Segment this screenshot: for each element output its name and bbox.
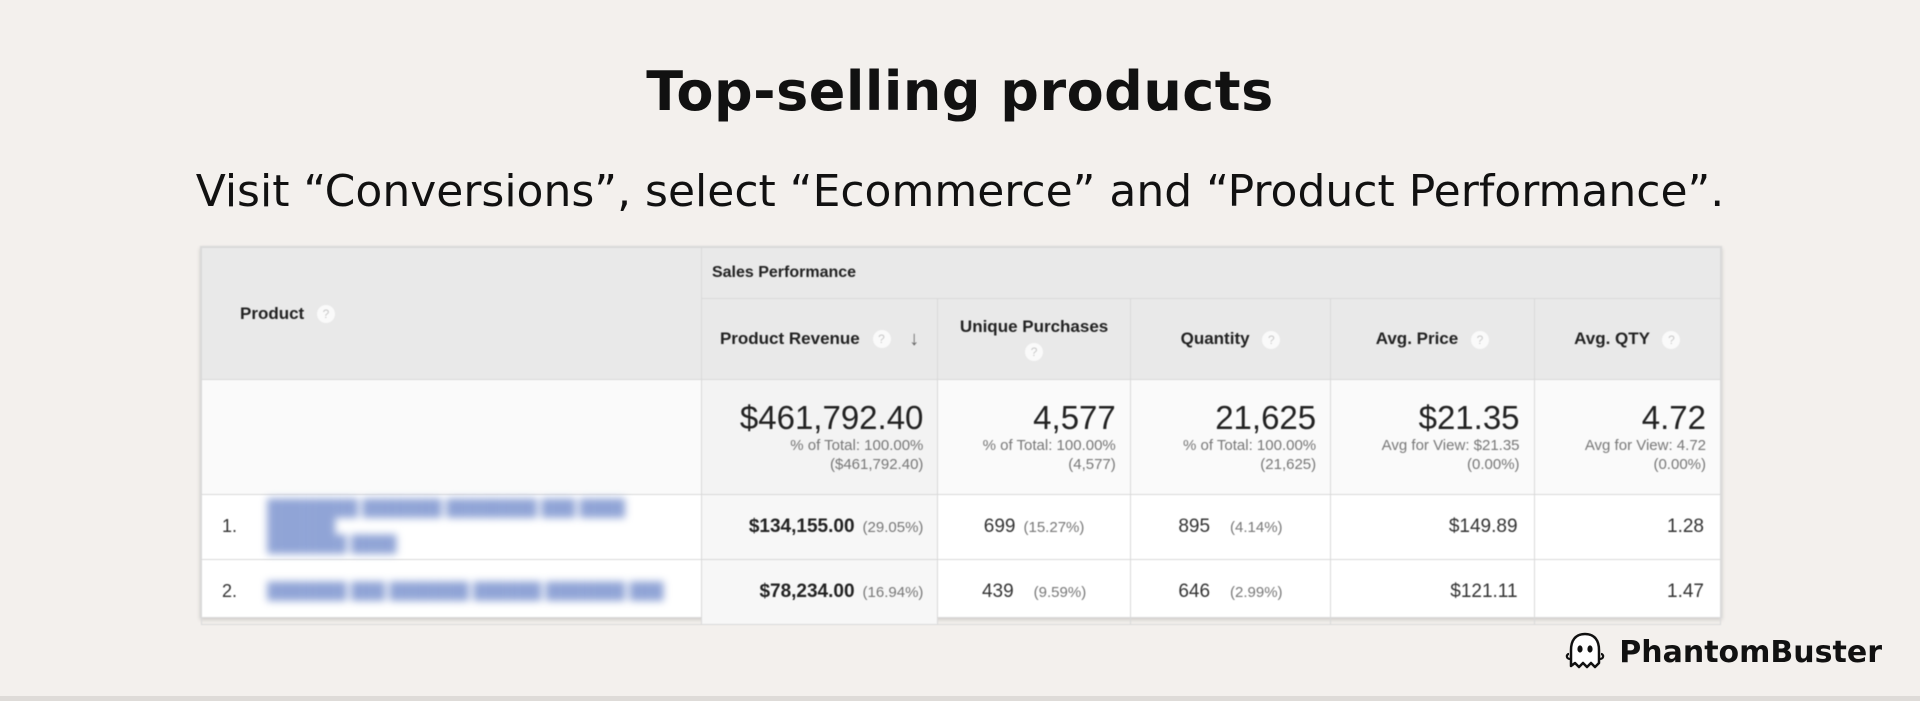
quantity-cell: 646 (2.99%) [1129, 559, 1332, 625]
column-header-avg-qty[interactable]: Avg. QTY ? [1533, 298, 1722, 380]
total-quantity: 21,625 % of Total: 100.00% (21,625) [1129, 379, 1332, 495]
avg-change-line: (0.00%) [1467, 456, 1520, 473]
bottom-divider [0, 696, 1920, 701]
total-product-revenue: $461,792.40 % of Total: 100.00% ($461,79… [700, 379, 939, 495]
group-header-sales-performance: Sales Performance [700, 247, 1722, 299]
product-revenue-cell: $134,155.00 (29.05%) [700, 494, 939, 560]
unique-purchases-cell: 699 (15.27%) [937, 494, 1131, 560]
brand-logo: PhantomBuster [1563, 630, 1882, 674]
sort-descending-icon[interactable]: ↓ [909, 327, 920, 350]
unique-purchases-percent: (9.59%) [1033, 584, 1087, 601]
column-header-unique-purchases[interactable]: Unique Purchases ? [937, 298, 1131, 380]
product-revenue-value: $78,234.00 [759, 581, 855, 602]
avg-qty-cell: 1.47 [1533, 559, 1722, 625]
product-performance-table: Product ? Sales Performance Product Reve… [200, 246, 1722, 625]
product-link-redacted[interactable]: ████████ ███████ ████████ ███ ████ █████… [267, 500, 626, 553]
quantity-percent: (2.99%) [1230, 584, 1283, 601]
total-absolute-line: ($461,792.40) [830, 456, 924, 473]
product-link-redacted[interactable]: ███████ ███ ███████ ██████ ███████ ███ [267, 582, 664, 600]
quantity-value: 646 [1178, 581, 1211, 602]
unique-purchases-value: 699 [983, 516, 1016, 537]
avg-for-view-line: Avg for View: 4.72 [1584, 437, 1706, 454]
unique-purchases-header-label: Unique Purchases [959, 317, 1109, 336]
total-value: $21.35 [1418, 399, 1520, 436]
page-title: Top-selling products [646, 60, 1274, 123]
help-icon[interactable]: ? [1470, 330, 1489, 349]
product-cell: 2. ███████ ███ ███████ ██████ ███████ ██… [201, 559, 702, 625]
total-avg-price: $21.35 Avg for View: $21.35 (0.00%) [1330, 379, 1535, 495]
avg-qty-cell: 1.28 [1533, 494, 1722, 560]
column-header-product[interactable]: Product ? [201, 247, 702, 380]
quantity-percent: (4.14%) [1230, 519, 1283, 536]
avg-price-cell: $121.11 [1330, 559, 1535, 625]
product-revenue-percent: (16.94%) [862, 584, 924, 601]
column-header-avg-price[interactable]: Avg. Price ? [1330, 298, 1535, 380]
total-value: 4,577 [1033, 399, 1116, 436]
total-value: 4.72 [1641, 399, 1706, 436]
product-revenue-header-label: Product Revenue [719, 328, 860, 348]
total-absolute-line: (4,577) [1068, 456, 1116, 473]
help-icon[interactable]: ? [316, 305, 335, 324]
column-header-quantity[interactable]: Quantity ? [1129, 298, 1332, 380]
unique-purchases-cell: 439 (9.59%) [937, 559, 1131, 625]
total-value: $461,792.40 [739, 399, 924, 436]
row-number: 1. [222, 516, 238, 537]
avg-change-line: (0.00%) [1653, 456, 1706, 473]
unique-purchases-percent: (15.27%) [1023, 519, 1085, 536]
product-revenue-cell: $78,234.00 (16.94%) [700, 559, 939, 625]
total-absolute-line: (21,625) [1260, 456, 1317, 473]
quantity-value: 895 [1178, 516, 1211, 537]
totals-product-cell [201, 379, 702, 495]
avg-price-header-label: Avg. Price [1375, 329, 1459, 348]
totals-row: $461,792.40 % of Total: 100.00% ($461,79… [201, 379, 1722, 495]
product-cell: 1. ████████ ███████ ████████ ███ ████ ██… [201, 494, 702, 560]
product-revenue-value: $134,155.00 [748, 516, 855, 537]
quantity-cell: 895 (4.14%) [1129, 494, 1332, 560]
quantity-header-label: Quantity [1180, 329, 1250, 348]
help-icon[interactable]: ? [872, 330, 891, 348]
help-icon[interactable]: ? [1662, 330, 1681, 349]
total-percent-line: % of Total: 100.00% [1182, 437, 1317, 454]
brand-name: PhantomBuster [1619, 634, 1882, 670]
total-percent-line: % of Total: 100.00% [790, 437, 924, 454]
ghost-icon [1566, 632, 1605, 669]
table-row: 1. ████████ ███████ ████████ ███ ████ ██… [201, 494, 1722, 560]
product-header-label: Product [240, 303, 305, 323]
avg-for-view-line: Avg for View: $21.35 [1381, 437, 1520, 454]
total-value: 21,625 [1215, 399, 1317, 436]
help-icon[interactable]: ? [1025, 342, 1044, 361]
column-header-product-revenue[interactable]: Product Revenue ? ↓ [700, 298, 939, 380]
product-revenue-percent: (29.05%) [862, 519, 924, 536]
avg-price-cell: $149.89 [1330, 494, 1535, 560]
table-row: 2. ███████ ███ ███████ ██████ ███████ ██… [201, 559, 1722, 625]
total-percent-line: % of Total: 100.00% [982, 437, 1116, 454]
avg-qty-header-label: Avg. QTY [1574, 329, 1650, 348]
total-unique-purchases: 4,577 % of Total: 100.00% (4,577) [937, 379, 1131, 495]
total-avg-qty: 4.72 Avg for View: 4.72 (0.00%) [1533, 379, 1722, 495]
unique-purchases-value: 439 [981, 581, 1014, 602]
row-number: 2. [222, 581, 238, 601]
help-icon[interactable]: ? [1262, 330, 1281, 349]
page-subtitle: Visit “Conversions”, select “Ecommerce” … [195, 166, 1725, 217]
